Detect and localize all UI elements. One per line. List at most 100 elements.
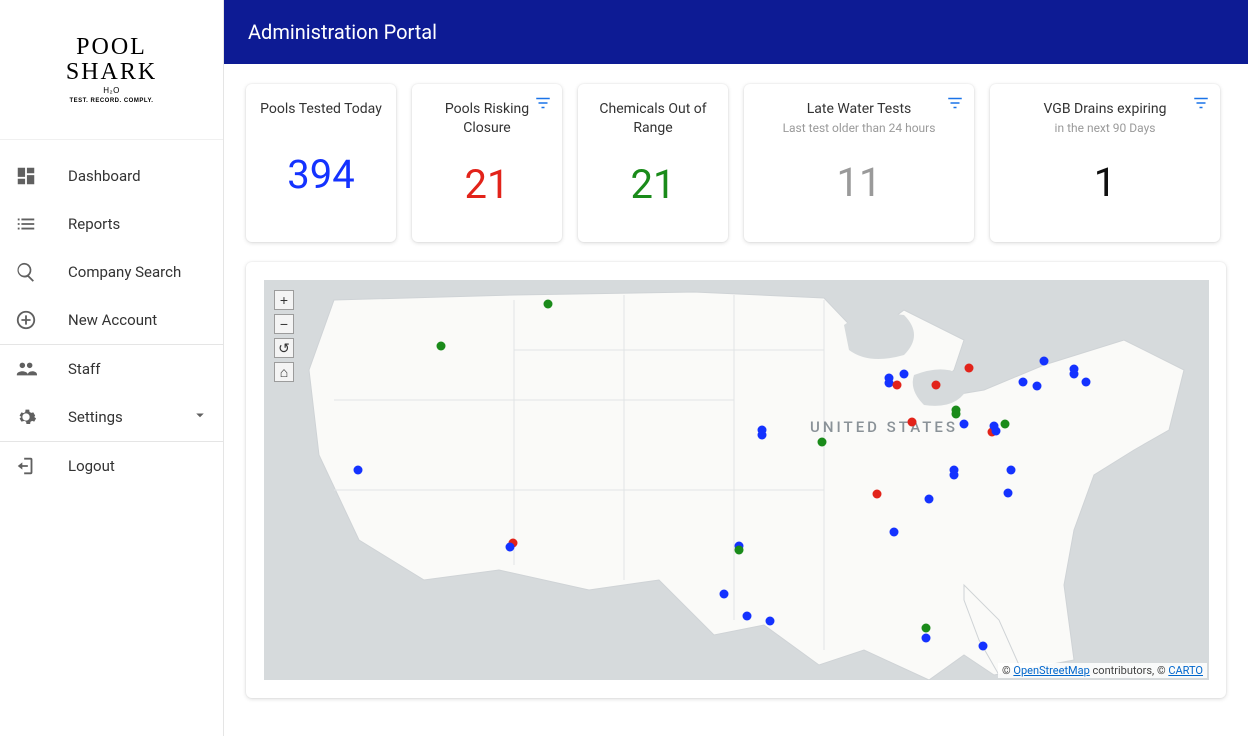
content: Pools Tested Today 394 Pools Risking Clo… bbox=[224, 64, 1248, 736]
map-marker[interactable] bbox=[922, 624, 931, 633]
stat-title: VGB Drains expiring bbox=[1043, 100, 1166, 119]
attrib-link-osm[interactable]: OpenStreetMap bbox=[1013, 664, 1089, 677]
filter-icon[interactable] bbox=[946, 94, 964, 116]
map-marker[interactable] bbox=[890, 528, 899, 537]
chevron-down-icon bbox=[191, 406, 209, 428]
map-label: UNITED STATES bbox=[810, 418, 958, 436]
list-icon bbox=[14, 212, 38, 236]
stat-title: Pools Risking Closure bbox=[422, 100, 552, 138]
map-home[interactable]: ⌂ bbox=[274, 362, 294, 382]
map-marker[interactable] bbox=[1000, 420, 1009, 429]
map-marker[interactable] bbox=[758, 431, 767, 440]
sidebar-item-new-account[interactable]: New Account bbox=[0, 296, 223, 344]
people-icon bbox=[14, 357, 38, 381]
stat-value: 394 bbox=[287, 155, 354, 195]
search-icon bbox=[14, 260, 38, 284]
map-marker[interactable] bbox=[949, 471, 958, 480]
map-marker[interactable] bbox=[992, 427, 1001, 436]
main: Administration Portal Pools Tested Today… bbox=[224, 0, 1248, 736]
nav-item-label: Logout bbox=[68, 457, 209, 475]
map-marker[interactable] bbox=[544, 300, 553, 309]
map-marker[interactable] bbox=[735, 546, 744, 555]
sidebar-item-staff[interactable]: Staff bbox=[0, 345, 223, 393]
map-marker[interactable] bbox=[353, 466, 362, 475]
filter-icon[interactable] bbox=[1192, 94, 1210, 116]
map-zoom-in[interactable]: + bbox=[274, 290, 294, 310]
map-marker[interactable] bbox=[873, 490, 882, 499]
stat-value: 21 bbox=[465, 165, 510, 205]
brand-line2: SHARK bbox=[66, 60, 157, 85]
logout-icon bbox=[14, 454, 38, 478]
sidebar-item-logout[interactable]: Logout bbox=[0, 442, 223, 490]
map-marker[interactable] bbox=[436, 342, 445, 351]
map-marker[interactable] bbox=[1006, 466, 1015, 475]
sidebar-item-settings[interactable]: Settings bbox=[0, 393, 223, 441]
stat-value: 21 bbox=[631, 165, 676, 205]
map-marker[interactable] bbox=[1033, 382, 1042, 391]
map-marker[interactable] bbox=[979, 642, 988, 651]
stat-card-chem-out[interactable]: Chemicals Out of Range 21 bbox=[578, 84, 728, 242]
stat-title: Pools Tested Today bbox=[260, 100, 382, 119]
add-circle-icon bbox=[14, 308, 38, 332]
stat-card-pools-risking[interactable]: Pools Risking Closure 21 bbox=[412, 84, 562, 242]
nav-group-2: Staff Settings bbox=[0, 345, 223, 441]
map-marker[interactable] bbox=[925, 495, 934, 504]
brand-tagline: TEST. RECORD. COMPLY. bbox=[66, 98, 157, 104]
map-marker[interactable] bbox=[765, 617, 774, 626]
map-controls: + − ↺ ⌂ bbox=[274, 290, 294, 382]
sidebar-item-dashboard[interactable]: Dashboard bbox=[0, 152, 223, 200]
map-marker[interactable] bbox=[931, 381, 940, 390]
map-marker[interactable] bbox=[818, 438, 827, 447]
sidebar-item-company-search[interactable]: Company Search bbox=[0, 248, 223, 296]
appbar: Administration Portal bbox=[224, 0, 1248, 64]
sidebar-nav: Dashboard Reports Company Search New Acc… bbox=[0, 140, 223, 736]
map-marker[interactable] bbox=[922, 634, 931, 643]
map-marker[interactable] bbox=[899, 370, 908, 379]
map[interactable]: UNITED STATES + − ↺ ⌂ © OpenStreetMap contr… bbox=[264, 280, 1209, 680]
stat-title: Late Water Tests bbox=[807, 100, 912, 119]
nav-item-label: Staff bbox=[68, 360, 209, 378]
stat-subtitle: Last test older than 24 hours bbox=[783, 121, 936, 135]
nav-group-1: Dashboard Reports Company Search New Acc… bbox=[0, 152, 223, 344]
stat-title: Chemicals Out of Range bbox=[588, 100, 718, 138]
map-marker[interactable] bbox=[1003, 489, 1012, 498]
map-attribution: © OpenStreetMap contributors, © CARTO bbox=[998, 663, 1207, 678]
map-card: UNITED STATES + − ↺ ⌂ © OpenStreetMap contr… bbox=[246, 262, 1226, 698]
map-marker[interactable] bbox=[1069, 370, 1078, 379]
stat-subtitle: in the next 90 Days bbox=[1055, 121, 1156, 135]
nav-item-label: Settings bbox=[68, 408, 191, 426]
stat-card-pools-tested[interactable]: Pools Tested Today 394 bbox=[246, 84, 396, 242]
map-marker[interactable] bbox=[893, 381, 902, 390]
attrib-mid: contributors, © bbox=[1090, 664, 1169, 677]
map-marker[interactable] bbox=[964, 364, 973, 373]
map-marker[interactable] bbox=[960, 420, 969, 429]
page-title: Administration Portal bbox=[248, 20, 437, 44]
stat-cards-row: Pools Tested Today 394 Pools Risking Clo… bbox=[246, 84, 1226, 242]
stat-card-late-water[interactable]: Late Water Tests Last test older than 24… bbox=[744, 84, 974, 242]
nav-group-3: Logout bbox=[0, 442, 223, 490]
sidebar-item-reports[interactable]: Reports bbox=[0, 200, 223, 248]
filter-icon[interactable] bbox=[534, 94, 552, 116]
map-reset[interactable]: ↺ bbox=[274, 338, 294, 358]
map-marker[interactable] bbox=[720, 590, 729, 599]
map-zoom-out[interactable]: − bbox=[274, 314, 294, 334]
map-marker[interactable] bbox=[742, 612, 751, 621]
nav-item-label: Dashboard bbox=[68, 167, 209, 185]
map-marker[interactable] bbox=[1039, 357, 1048, 366]
map-marker[interactable] bbox=[505, 543, 514, 552]
brand-line1: POOL bbox=[66, 35, 157, 60]
stat-value: 1 bbox=[1094, 163, 1116, 203]
stat-value: 11 bbox=[837, 163, 882, 203]
map-marker[interactable] bbox=[1018, 378, 1027, 387]
stat-card-vgb-drains[interactable]: VGB Drains expiring in the next 90 Days … bbox=[990, 84, 1220, 242]
map-marker[interactable] bbox=[1082, 378, 1091, 387]
map-marker[interactable] bbox=[951, 406, 960, 415]
attrib-link-carto[interactable]: CARTO bbox=[1168, 664, 1203, 677]
map-marker[interactable] bbox=[908, 418, 917, 427]
nav-item-label: Reports bbox=[68, 215, 209, 233]
nav-item-label: New Account bbox=[68, 311, 209, 329]
dashboard-icon bbox=[14, 164, 38, 188]
brand-line3: H₂O bbox=[66, 87, 157, 95]
brand-logo: POOL SHARK H₂O TEST. RECORD. COMPLY. bbox=[0, 0, 223, 140]
nav-item-label: Company Search bbox=[68, 263, 209, 281]
